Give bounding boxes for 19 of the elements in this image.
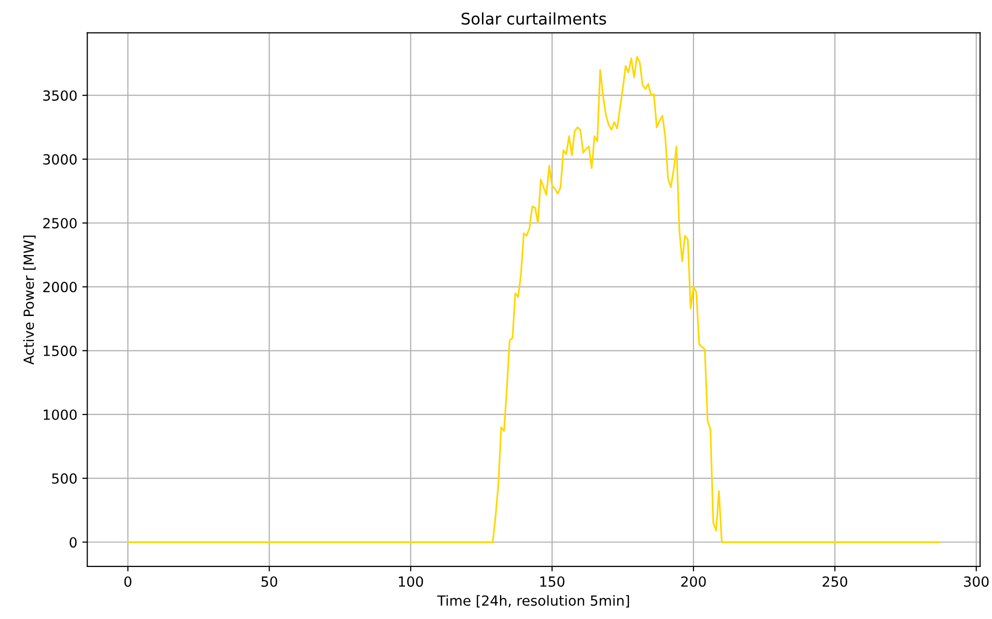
- y-tick-label: 3500: [43, 90, 77, 101]
- y-tick-label: 2500: [43, 218, 77, 228]
- y-tick-label: 1000: [44, 409, 77, 420]
- x-tick-label: 50: [262, 576, 278, 587]
- x-tick-label: 100: [398, 576, 424, 587]
- y-tick-label: 500: [52, 473, 77, 484]
- y-axis-title: Active Power [MW]: [23, 236, 36, 365]
- y-tick-label: 3000: [43, 154, 77, 165]
- line-series: [127, 56, 940, 543]
- x-tick-label: 250: [822, 576, 848, 587]
- chart-title: Solar curtailments: [462, 12, 606, 25]
- y-tick-label: 0: [70, 537, 77, 548]
- x-tick-label: 300: [964, 576, 989, 587]
- y-tick-label: 2000: [43, 282, 77, 292]
- x-tick-label: 150: [540, 576, 564, 587]
- x-axis-title: Time [24h, resolution 5min]: [437, 595, 629, 608]
- y-tick-label: 1500: [44, 346, 77, 356]
- x-tick-label: 0: [124, 576, 132, 587]
- x-tick-label: 200: [681, 576, 706, 587]
